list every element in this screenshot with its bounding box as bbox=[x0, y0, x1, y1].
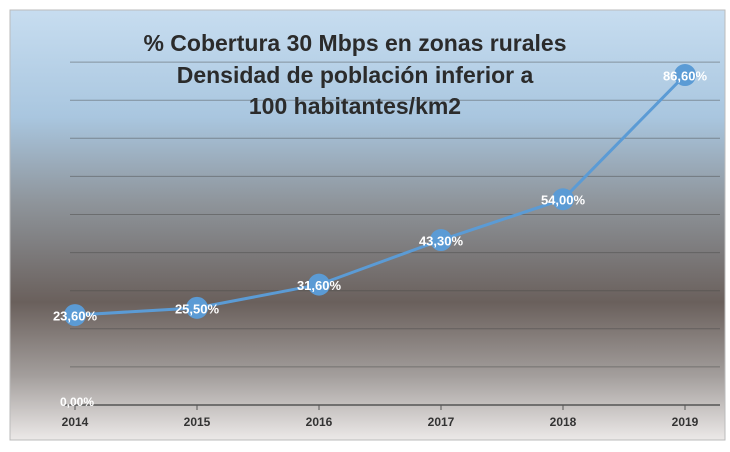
data-label: 54,00% bbox=[541, 193, 586, 208]
chart-title: % Cobertura 30 Mbps en zonas rurales bbox=[143, 30, 566, 56]
x-tick-label: 2016 bbox=[306, 415, 333, 429]
data-label: 25,50% bbox=[175, 301, 220, 316]
data-point bbox=[186, 296, 208, 319]
data-point bbox=[674, 64, 696, 87]
chart-title: 100 habitantes/km2 bbox=[249, 93, 461, 119]
x-tick-label: 2018 bbox=[550, 415, 577, 429]
data-point bbox=[430, 229, 452, 252]
data-point bbox=[64, 304, 86, 327]
data-label: 86,60% bbox=[663, 68, 708, 83]
data-label: 31,60% bbox=[297, 278, 342, 293]
data-point bbox=[308, 273, 330, 296]
x-tick-label: 2017 bbox=[428, 415, 455, 429]
y-tick-label: 0,00% bbox=[60, 395, 94, 409]
x-tick-label: 2015 bbox=[184, 415, 211, 429]
x-tick-label: 2019 bbox=[672, 415, 699, 429]
data-label: 23,60% bbox=[53, 309, 98, 324]
data-point bbox=[552, 188, 574, 211]
x-tick-label: 2014 bbox=[62, 415, 89, 429]
chart-area bbox=[9, 9, 726, 441]
data-line bbox=[74, 74, 687, 317]
chart-title: Densidad de población inferior a bbox=[177, 62, 534, 88]
data-label: 43,30% bbox=[419, 233, 464, 248]
